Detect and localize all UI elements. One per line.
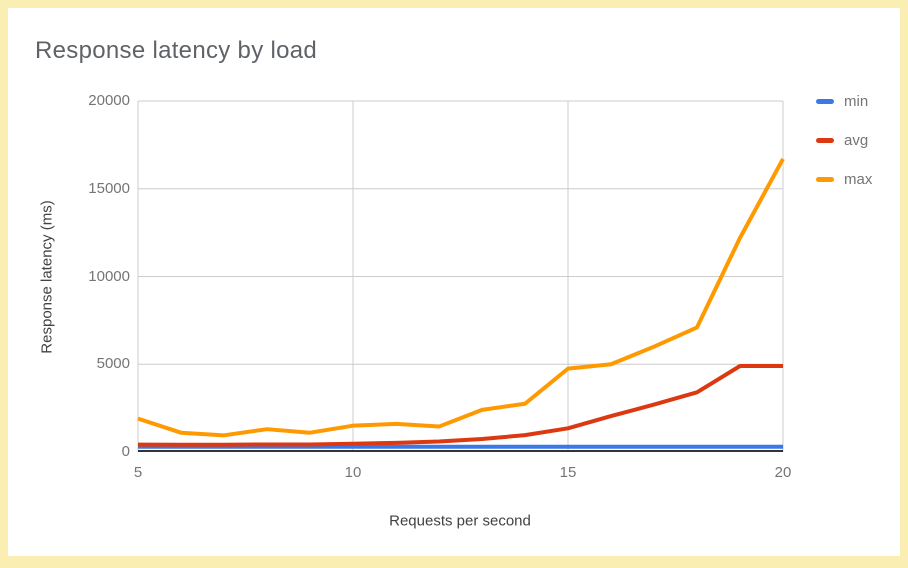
y-tick-label: 0 xyxy=(121,443,130,460)
y-tick-label: 5000 xyxy=(96,355,130,373)
legend-item-max: max xyxy=(816,171,872,188)
y-tick-label: 10000 xyxy=(88,267,130,285)
legend: min avg max xyxy=(816,93,872,210)
legend-label: avg xyxy=(844,132,869,149)
x-tick-label: 5 xyxy=(133,464,143,481)
plot-canvas xyxy=(137,100,785,452)
legend-item-min: min xyxy=(816,93,872,110)
x-axis-title: Requests per second xyxy=(389,512,531,530)
series-line-avg xyxy=(137,364,783,447)
x-tick-label: 15 xyxy=(559,464,577,481)
x-tick-label: 10 xyxy=(344,464,362,481)
series-line-max xyxy=(137,157,785,438)
y-axis-title: Response latency (ms) xyxy=(38,200,56,354)
legend-swatch-avg xyxy=(816,138,834,143)
legend-swatch-max xyxy=(816,177,834,182)
legend-item-avg: avg xyxy=(816,132,872,149)
legend-label: min xyxy=(844,93,869,110)
y-tick-label: 15000 xyxy=(88,179,130,197)
x-tick-label: 20 xyxy=(774,464,792,481)
legend-label: max xyxy=(844,171,873,188)
plot-area xyxy=(137,100,785,452)
chart-title: Response latency by load xyxy=(35,37,318,64)
legend-swatch-min xyxy=(816,99,834,104)
y-tick-label: 20000 xyxy=(88,92,130,109)
